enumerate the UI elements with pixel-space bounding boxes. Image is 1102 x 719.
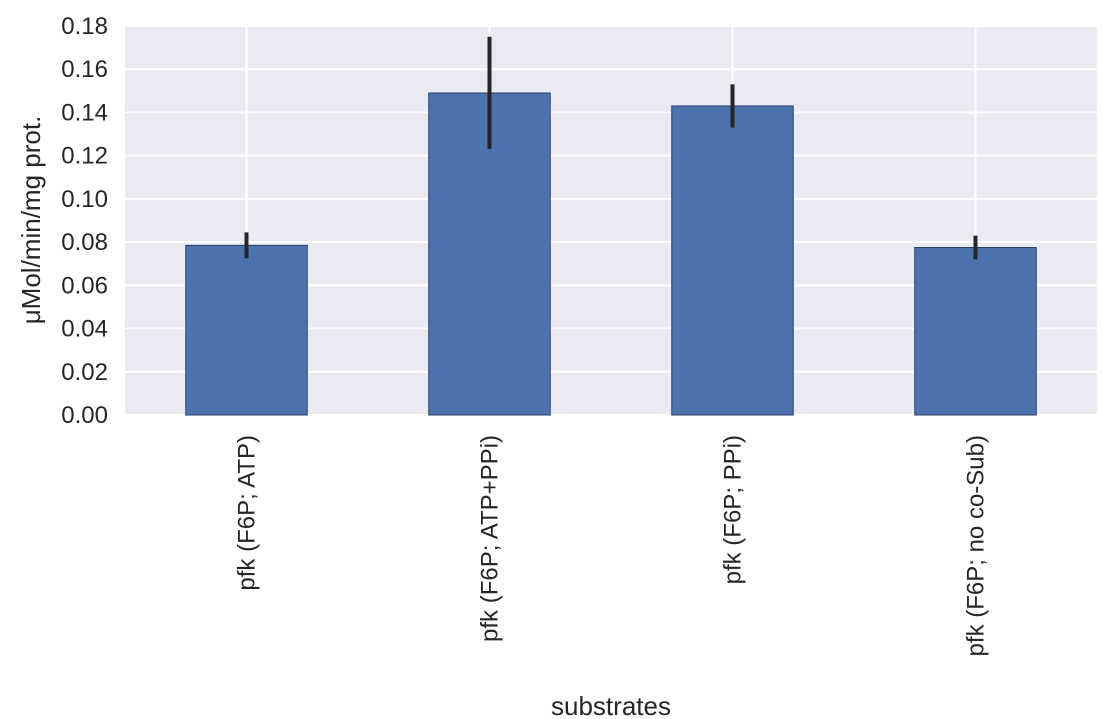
y-tick-label: 0.18 [61, 13, 108, 40]
y-axis-title: μMol/min/mg prot. [16, 116, 46, 325]
y-tick-label: 0.08 [61, 229, 108, 256]
y-tick-label: 0.00 [61, 402, 108, 429]
y-tick-label: 0.10 [61, 186, 108, 213]
y-tick-label: 0.16 [61, 56, 108, 83]
error-bars [244, 36, 978, 260]
bar [185, 244, 308, 416]
y-tick-labels: 0.00 0.02 0.04 0.06 0.08 0.10 0.12 0.14 0.16 0.18 [61, 13, 108, 429]
x-category-label: pfk (F6P; PPi) [720, 435, 747, 584]
x-category-label: pfk (F6P; ATP) [234, 435, 261, 591]
bar [914, 247, 1037, 416]
bars [185, 92, 1037, 416]
y-tick-label: 0.14 [61, 99, 108, 126]
x-category-labels: pfk (F6P; ATP) pfk (F6P; ATP+PPi) pfk (F6P… [234, 435, 990, 656]
y-tick-label: 0.06 [61, 272, 108, 299]
y-tick-label: 0.12 [61, 143, 108, 170]
x-category-label: pfk (F6P; no co-Sub) [963, 435, 990, 656]
bar [671, 105, 794, 416]
y-tick-label: 0.04 [61, 316, 108, 343]
x-category-label: pfk (F6P; ATP+PPi) [477, 435, 504, 642]
x-axis-title: substrates [551, 691, 671, 719]
y-tick-label: 0.02 [61, 359, 108, 386]
